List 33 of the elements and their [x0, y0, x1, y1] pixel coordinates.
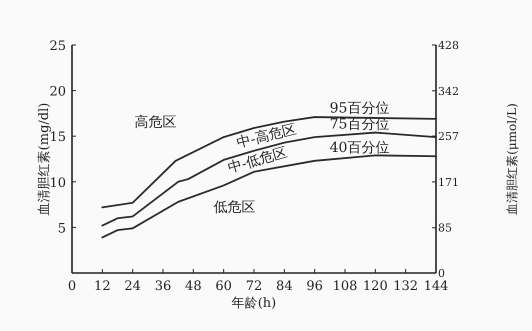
y2-tick-label: 171	[438, 176, 459, 189]
y2-tick-label: 428	[438, 39, 459, 52]
x-axis-title: 年龄(h)	[232, 296, 276, 311]
x-tick-label: 24	[124, 279, 141, 294]
y2-tick-label: 342	[438, 84, 459, 98]
x-tick-label: 60	[215, 279, 232, 294]
x-tick-label: 120	[362, 279, 388, 294]
y-tick-label: 25	[49, 39, 66, 54]
y2-tick-label: 0	[438, 267, 445, 280]
x-tick-label: 96	[306, 279, 323, 294]
y-tick-label: 15	[49, 130, 66, 146]
x-tick-label: 36	[154, 279, 172, 294]
annotation: 中-低危区	[226, 144, 290, 176]
x-tick-label: 0	[68, 279, 76, 294]
x-tick-label: 84	[276, 279, 293, 294]
y-axis-title: 血清胆红素(mg/dl)	[37, 102, 52, 216]
x-tick-label: 12	[94, 279, 111, 294]
x-tick-label: 144	[424, 279, 448, 294]
x-tick-label: 108	[332, 279, 358, 294]
annotation: 高危区	[134, 114, 177, 130]
x-tick-label: 72	[246, 279, 262, 294]
series-label: 75百分位	[330, 116, 390, 133]
y2-tick-label: 85	[438, 222, 452, 235]
y-tick-label: 10	[49, 176, 66, 191]
y2-tick-label: 257	[438, 130, 459, 144]
x-tick-label: 132	[393, 279, 418, 294]
x-tick-label: 48	[185, 279, 202, 294]
y-tick-label: 20	[49, 84, 66, 100]
series-label: 40百分位	[330, 140, 390, 156]
series-label: 95百分位	[330, 100, 390, 117]
y2-axis-title: 血清胆红素(μmol/L)	[505, 103, 519, 215]
annotation: 低危区	[214, 199, 256, 216]
y-tick-label: 5	[58, 221, 66, 236]
